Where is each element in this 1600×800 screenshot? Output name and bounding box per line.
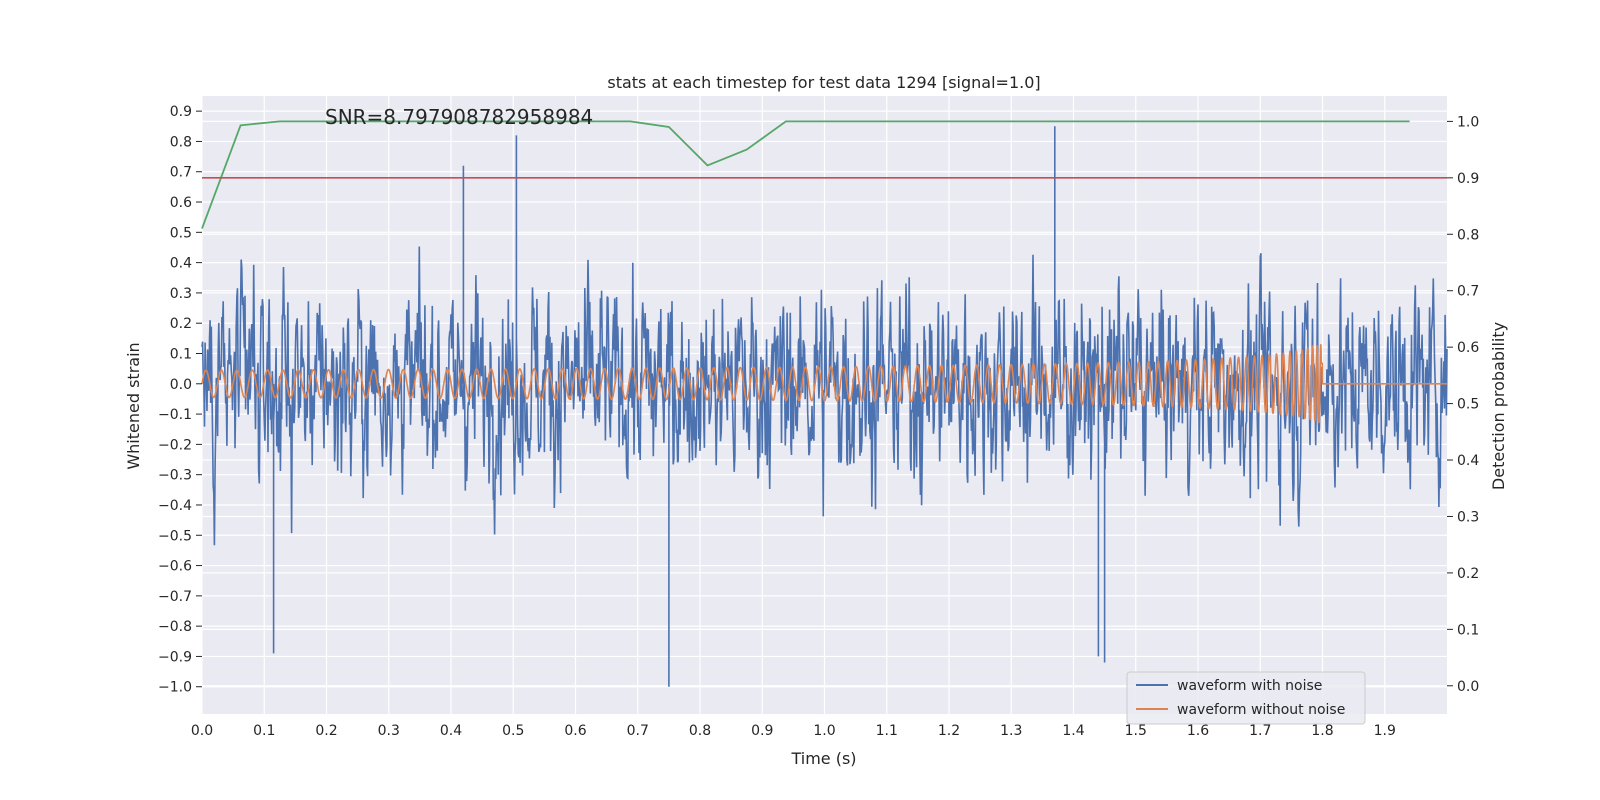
- x-tick-label: 0.5: [502, 723, 524, 739]
- y-tick-label: −0.6: [158, 559, 192, 575]
- y-tick-label: 0.2: [170, 316, 192, 332]
- y-tick-label: 0.3: [170, 286, 192, 302]
- y-tick-label: −0.3: [158, 468, 192, 484]
- x-tick-label: 1.1: [876, 723, 898, 739]
- x-tick-label: 1.6: [1187, 723, 1209, 739]
- y-tick-label: 0.5: [170, 225, 192, 241]
- chart-title: stats at each timestep for test data 129…: [607, 73, 1040, 92]
- noise-line: [201, 126, 1448, 687]
- x-tick-label: 0.8: [689, 723, 711, 739]
- y-tick-label: −1.0: [158, 680, 192, 696]
- x-tick-labels: 0.0 0.1 0.2 0.3 0.4 0.5 0.6 0.7 0.8 0.9 1.0 1.1 1.2 1…: [191, 723, 1396, 739]
- x-axis-label: Time (s): [790, 749, 856, 768]
- y-axis-label: Whitened strain: [124, 342, 143, 469]
- y-tick-label: 0.4: [170, 256, 192, 272]
- y-tick-label: 0.7: [170, 165, 192, 181]
- legend: waveform with noise waveform without noi…: [1126, 671, 1366, 725]
- x-tick-label: 1.8: [1311, 723, 1333, 739]
- y2-tick-label: 0.0: [1457, 679, 1479, 695]
- y-tick-label: 0.9: [170, 104, 192, 120]
- legend-box: [1126, 671, 1366, 725]
- y-tick-label: −0.2: [158, 437, 192, 453]
- series-detection-probability: [201, 120, 1410, 229]
- y2-tick-label: 0.8: [1457, 227, 1479, 243]
- x-tick-label: 1.3: [1000, 723, 1022, 739]
- y-tick-label: 0.1: [170, 347, 192, 363]
- y-tick-label: −0.8: [158, 619, 192, 635]
- y-tick-label: 0.0: [170, 377, 192, 393]
- x-tick-label: 0.7: [627, 723, 649, 739]
- legend-label-noise: waveform with noise: [1177, 678, 1322, 694]
- x-tick-label: 0.2: [315, 723, 337, 739]
- legend-label-clean: waveform without noise: [1177, 702, 1345, 718]
- x-tick-label: 0.0: [191, 723, 213, 739]
- y2-axis-label: Detection probability: [1489, 322, 1508, 490]
- x-tick-label: 1.2: [938, 723, 960, 739]
- x-tick-label: 1.5: [1125, 723, 1147, 739]
- x-tick-label: 1.7: [1249, 723, 1271, 739]
- x-tick-label: 0.1: [253, 723, 275, 739]
- x-tick-label: 0.4: [440, 723, 462, 739]
- chirp-line: [201, 343, 1447, 424]
- y2-tick-labels: 1.0 0.9 0.8 0.7 0.6 0.5 0.4 0.3 0.2 0.1 0.0: [1447, 114, 1479, 695]
- y-tick-label: 0.8: [170, 134, 192, 150]
- x-tick-label: 1.4: [1062, 723, 1084, 739]
- y2-tick-label: 0.4: [1457, 453, 1479, 469]
- y-tick-label: −0.4: [158, 498, 192, 514]
- y2-tick-label: 0.6: [1457, 340, 1479, 356]
- y-tick-label: −0.5: [158, 528, 192, 544]
- x-tick-label: 0.9: [751, 723, 773, 739]
- y-tick-label: 0.6: [170, 195, 192, 211]
- x-tick-label: 0.3: [378, 723, 400, 739]
- snr-annotation: SNR=8.797908782958984: [325, 105, 593, 129]
- series-waveform-without-noise: [201, 343, 1447, 424]
- y-tick-label: −0.1: [158, 407, 192, 423]
- y2-tick-label: 0.5: [1457, 397, 1479, 413]
- x-tick-label: 1.0: [813, 723, 835, 739]
- y-tick-label: −0.9: [158, 649, 192, 665]
- y2-tick-label: 0.2: [1457, 566, 1479, 582]
- y2-tick-label: 0.1: [1457, 622, 1479, 638]
- x-tick-label: 0.6: [564, 723, 586, 739]
- y2-tick-label: 0.3: [1457, 509, 1479, 525]
- x-tick-label: 1.9: [1374, 723, 1396, 739]
- y-tick-label: −0.7: [158, 589, 192, 605]
- y2-tick-label: 1.0: [1457, 114, 1479, 130]
- probability-line: [201, 120, 1410, 229]
- y-tick-labels: 0.9 0.8 0.7 0.6 0.5 0.4 0.3 0.2 0.1 0.0 −0.1 −0.2 −0…: [158, 104, 202, 696]
- series-waveform-with-noise: [201, 126, 1448, 687]
- y2-tick-label: 0.7: [1457, 284, 1479, 300]
- y2-tick-label: 0.9: [1457, 171, 1479, 187]
